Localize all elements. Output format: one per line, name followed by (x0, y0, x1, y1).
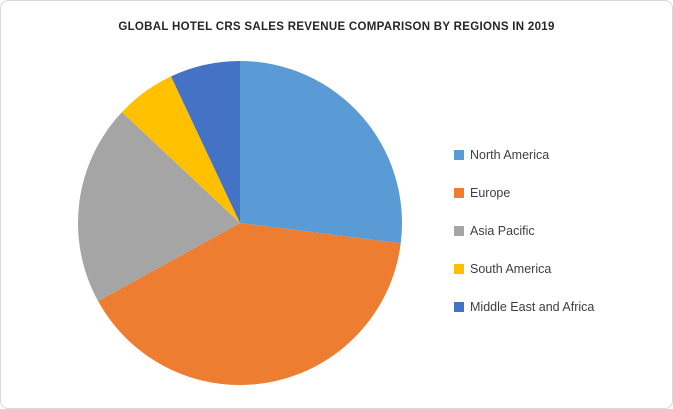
legend-swatch (454, 188, 464, 198)
legend-swatch (454, 150, 464, 160)
legend-swatch (454, 264, 464, 274)
legend-label: Asia Pacific (470, 224, 535, 238)
legend: North America Europe Asia Pacific South Ame… (454, 144, 594, 334)
legend-item: Asia Pacific (454, 220, 594, 242)
legend-item: Europe (454, 182, 594, 204)
pie-slice-south-america (121, 76, 240, 223)
pie-chart (77, 61, 403, 386)
legend-label: South America (470, 262, 552, 276)
pie-slice-middle-east-and-africa (171, 61, 240, 223)
legend-label: Middle East and Africa (470, 300, 595, 314)
legend-swatch (454, 302, 464, 312)
legend-item: North America (454, 144, 594, 166)
pie-slice-asia-pacific (77, 112, 240, 302)
legend-label: North America (470, 148, 550, 162)
legend-item: South America (454, 258, 594, 280)
legend-swatch (454, 226, 464, 236)
legend-label: Europe (470, 186, 511, 200)
chart-title: GLOBAL HOTEL CRS SALES REVENUE COMPARISO… (118, 21, 555, 33)
pie-slice-europe (98, 223, 401, 386)
legend-item: Middle East and Africa (454, 296, 594, 318)
pie-slice-north-america (240, 61, 403, 244)
pie-chart-area (77, 60, 403, 391)
